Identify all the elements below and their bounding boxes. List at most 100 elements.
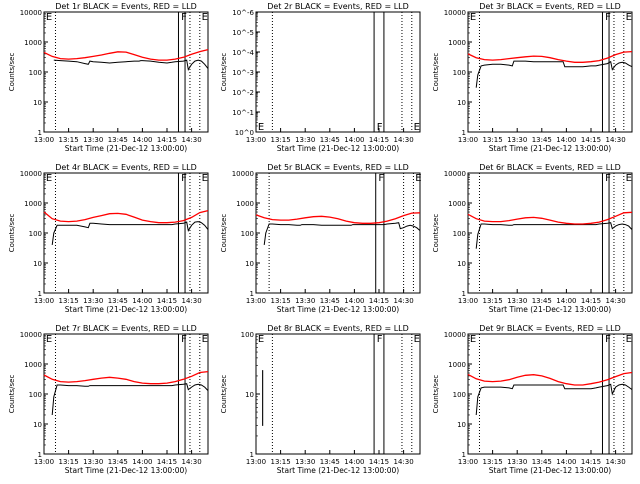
x-tick-label: 14:30 xyxy=(606,136,626,144)
y-tick-label: 1 xyxy=(462,129,466,137)
marker-label: F xyxy=(377,122,383,133)
x-tick-label: 14:30 xyxy=(394,458,414,466)
y-tick-label: 100 xyxy=(453,230,466,238)
x-tick-label: 14:15 xyxy=(157,458,177,466)
y-tick-label: 10 xyxy=(457,99,466,107)
marker-label: E xyxy=(414,122,420,133)
y-tick-label: 1000 xyxy=(24,200,42,208)
marker-label: E xyxy=(202,173,208,184)
x-tick-label: 13:00 xyxy=(246,297,266,305)
plot-frame xyxy=(256,334,420,454)
x-tick-label: 14:00 xyxy=(344,136,364,144)
y-tick-label: 100 xyxy=(29,69,42,77)
x-tick-label: 14:30 xyxy=(182,458,202,466)
y-tick-label: 10^-2 xyxy=(232,89,254,97)
x-tick-label: 13:45 xyxy=(108,458,128,466)
x-tick-label: 14:15 xyxy=(369,458,389,466)
marker-label: E xyxy=(202,334,208,345)
y-tick-label: 10000 xyxy=(232,170,254,178)
y-tick-label: 10000 xyxy=(20,331,42,339)
lld-series-line xyxy=(44,50,208,61)
x-tick-label: 14:30 xyxy=(606,458,626,466)
lld-series-line xyxy=(468,212,632,224)
x-tick-label: 13:15 xyxy=(271,458,291,466)
marker-label: E xyxy=(414,334,420,345)
x-tick-label: 14:00 xyxy=(344,458,364,466)
y-tick-label: 100 xyxy=(453,69,466,77)
x-tick-label: 14:15 xyxy=(369,297,389,305)
panel-title: Det 4r BLACK = Events, RED = LLD xyxy=(55,163,197,172)
x-tick-label: 13:30 xyxy=(507,297,527,305)
y-tick-label: 10^0 xyxy=(235,129,254,137)
x-tick-label: 13:30 xyxy=(295,458,315,466)
marker-label: F xyxy=(605,334,611,345)
x-tick-label: 13:15 xyxy=(483,458,503,466)
y-tick-label: 1 xyxy=(462,290,466,298)
x-axis-label: Start Time (21-Dec-12 13:00:00) xyxy=(489,466,611,475)
x-tick-label: 14:15 xyxy=(581,458,601,466)
y-tick-label: 10000 xyxy=(20,170,42,178)
x-axis-label: Start Time (21-Dec-12 13:00:00) xyxy=(65,144,187,153)
lld-series-line xyxy=(468,52,632,63)
lld-series-line xyxy=(44,211,208,223)
y-tick-label: 10 xyxy=(245,391,254,399)
x-tick-label: 14:00 xyxy=(344,297,364,305)
x-tick-label: 14:15 xyxy=(157,136,177,144)
x-tick-label: 13:45 xyxy=(532,136,552,144)
plot-frame xyxy=(44,334,208,454)
y-tick-label: 100 xyxy=(241,331,254,339)
marker-label: F xyxy=(605,173,611,184)
marker-label: F xyxy=(181,173,187,184)
panel-title: Det 1r BLACK = Events, RED = LLD xyxy=(55,2,197,11)
y-tick-label: 1 xyxy=(38,451,42,459)
x-tick-label: 13:45 xyxy=(320,458,340,466)
y-tick-label: 10 xyxy=(33,99,42,107)
y-tick-label: 10^-6 xyxy=(232,9,254,17)
y-tick-label: 100 xyxy=(29,391,42,399)
x-tick-label: 13:00 xyxy=(34,136,54,144)
x-tick-label: 13:45 xyxy=(108,297,128,305)
marker-label: E xyxy=(258,122,264,133)
x-tick-label: 13:00 xyxy=(458,136,478,144)
marker-label: E xyxy=(202,12,208,23)
y-axis-label: Counts/sec xyxy=(432,214,440,253)
x-tick-label: 13:45 xyxy=(532,297,552,305)
lld-series-line xyxy=(256,213,420,224)
plot-frame xyxy=(468,334,632,454)
x-axis-label: Start Time (21-Dec-12 13:00:00) xyxy=(489,144,611,153)
marker-label: F xyxy=(605,12,611,23)
plot-frame xyxy=(468,173,632,293)
y-tick-label: 1000 xyxy=(448,39,466,47)
x-tick-label: 13:30 xyxy=(507,136,527,144)
lld-series-line xyxy=(44,372,208,384)
x-axis-label: Start Time (21-Dec-12 13:00:00) xyxy=(489,305,611,314)
y-tick-label: 1000 xyxy=(24,39,42,47)
panel-title: Det 8r BLACK = Events, RED = LLD xyxy=(267,324,409,333)
x-tick-label: 13:45 xyxy=(532,458,552,466)
marker-label: E xyxy=(258,334,264,345)
y-tick-label: 10 xyxy=(33,421,42,429)
marker-label: E xyxy=(470,12,476,23)
marker-label: E xyxy=(470,334,476,345)
x-tick-label: 13:30 xyxy=(83,297,103,305)
y-axis-label: Counts/sec xyxy=(220,53,228,92)
lld-series-line xyxy=(468,373,632,386)
y-tick-label: 100 xyxy=(241,230,254,238)
marker-label: F xyxy=(181,334,187,345)
y-tick-label: 10 xyxy=(245,260,254,268)
marker-label: E xyxy=(46,334,52,345)
plot-frame xyxy=(44,173,208,293)
panel-title: Det 3r BLACK = Events, RED = LLD xyxy=(479,2,621,11)
x-tick-label: 14:30 xyxy=(182,136,202,144)
y-tick-label: 10^-5 xyxy=(232,29,254,37)
y-tick-label: 10000 xyxy=(444,9,466,17)
x-tick-label: 13:00 xyxy=(246,136,266,144)
x-tick-label: 13:30 xyxy=(83,458,103,466)
y-tick-label: 10 xyxy=(33,260,42,268)
x-tick-label: 14:15 xyxy=(157,297,177,305)
x-tick-label: 13:00 xyxy=(246,458,266,466)
y-tick-label: 10^-3 xyxy=(232,69,254,77)
